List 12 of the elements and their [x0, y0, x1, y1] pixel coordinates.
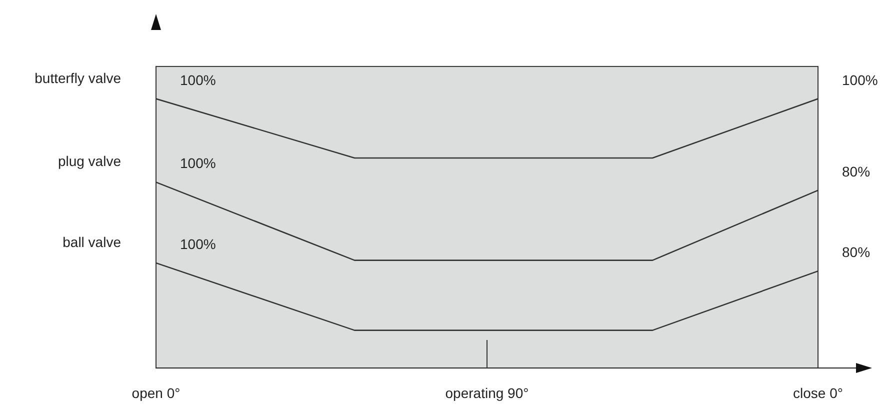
text: ball valve: [62, 234, 122, 250]
text: plug valve: [58, 153, 122, 170]
annotation: 100%: [180, 72, 216, 88]
annotation: 100%: [842, 72, 878, 88]
annotation: 100%: [180, 155, 216, 172]
annotation: 80%: [842, 163, 870, 180]
annotation: 80%: [842, 244, 870, 260]
annotation: 100%: [180, 236, 216, 252]
x-tick-label: close 0°: [793, 385, 843, 401]
text: butterfly valve: [34, 70, 122, 86]
x-tick-label: open 0°: [132, 385, 180, 401]
x-tick-label: operating 90°: [445, 385, 529, 401]
